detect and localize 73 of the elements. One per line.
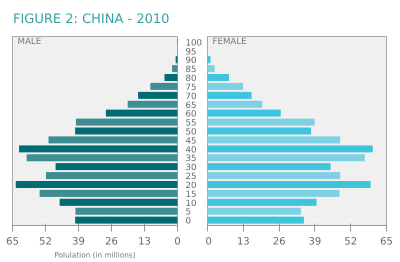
bar [60,198,178,206]
bar [26,154,178,162]
x-tick-label: 13 [138,236,151,248]
y-tick-label: 90 [186,56,197,66]
bar [128,100,178,108]
bar [208,180,371,188]
y-tick-label: 55 [186,118,197,129]
y-tick-label: 40 [186,145,197,156]
x-tick-label: 0 [206,236,212,248]
bar [208,190,340,197]
bar [75,216,178,224]
bar [208,127,312,135]
y-tick-label: 0 [186,216,192,227]
bar [138,92,178,99]
x-tick-label: 52 [39,236,52,248]
x-tick-label: 26 [105,236,118,248]
y-tick-label: 95 [186,47,197,58]
bar [208,100,262,108]
x-tick-label: 65 [380,236,393,248]
chart-title: FIGURE 2: CHINA - 2010 [13,11,170,29]
y-tick-label: 35 [186,154,197,164]
y-tick-label: 30 [186,163,197,174]
bar [208,82,244,90]
y-tick-label: 70 [186,92,197,102]
y-tick-label: 60 [186,110,197,120]
y-tick-label: 100 [186,38,202,48]
y-tick-label: 75 [186,82,197,93]
chart-subtitle: MALE [18,36,42,47]
bar [16,180,178,188]
bar [208,145,373,152]
bar [172,65,178,72]
bar [75,127,178,135]
x-tick-label: 26 [272,236,286,248]
bar [56,163,178,170]
x-tick-label: 0 [174,236,181,248]
y-tick-label: 15 [186,190,197,200]
bar [48,136,178,144]
bar [208,154,365,162]
x-tick-label: 52 [344,236,358,248]
y-tick-label: 25 [186,172,197,182]
bar [208,92,252,99]
bar [40,190,178,197]
y-tick-label: 85 [186,65,197,76]
bar [208,163,331,170]
bar [208,198,317,206]
bar [208,208,301,215]
y-tick-label: 80 [186,74,197,84]
bar [208,65,215,72]
bar [208,216,304,224]
bar [164,74,178,82]
x-tick-label: 13 [236,236,250,248]
y-tick-label: 5 [186,208,192,218]
bar [46,172,178,180]
bar [208,56,211,64]
bar [76,118,178,126]
y-tick-label: 20 [186,180,197,191]
x-tick-label: 65 [6,236,19,248]
bar [75,208,178,215]
bar [208,110,281,117]
bar [19,145,178,152]
x-tick-label: 39 [308,236,322,248]
bar [106,110,178,117]
bar [208,118,315,126]
y-tick-label: 10 [186,198,197,209]
bar [208,172,340,180]
bar [150,82,178,90]
chart-subtitle: FEMALE [212,36,247,47]
bar [208,74,230,82]
y-tick-label: 45 [186,136,197,146]
bar [208,136,340,144]
y-tick-label: 50 [186,128,197,138]
y-tick-label: 65 [186,100,197,111]
x-tick-label: 39 [72,236,85,248]
